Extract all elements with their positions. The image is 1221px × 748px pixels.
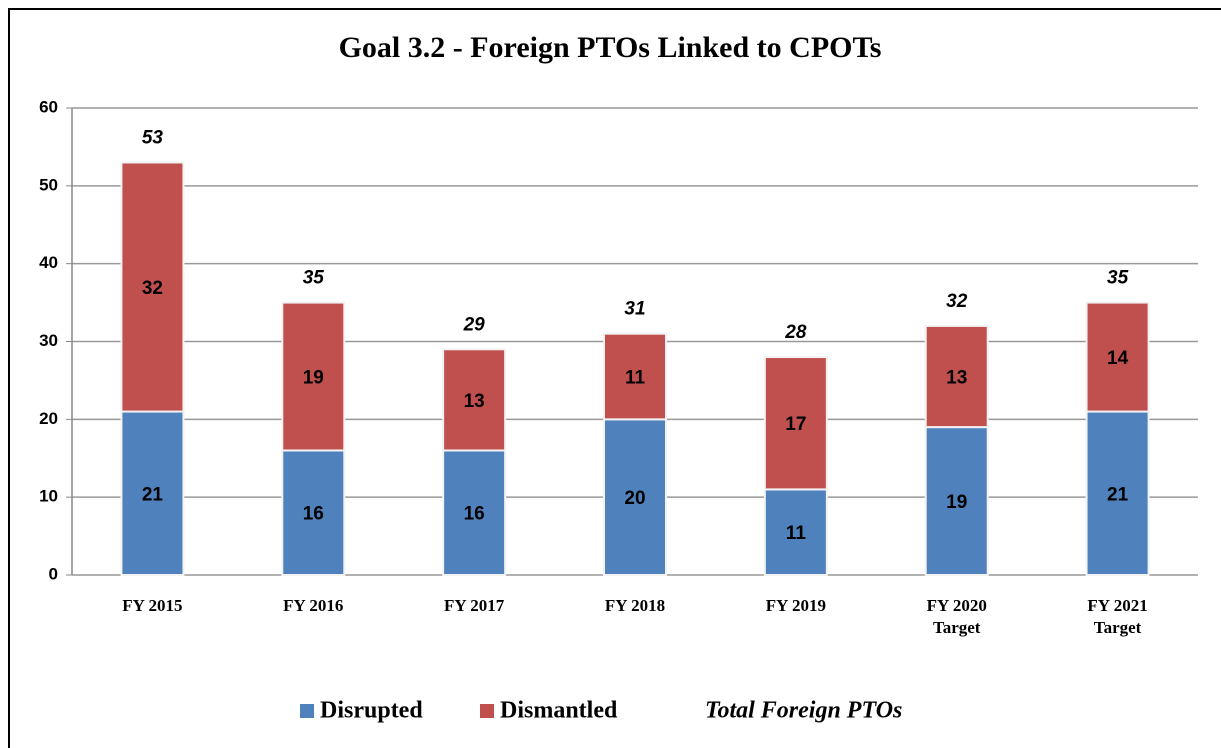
legend-swatch	[300, 704, 314, 718]
value-label: 13	[946, 368, 967, 389]
legend-label: Dismantled	[500, 698, 618, 724]
y-tick-label: 0	[49, 564, 58, 583]
value-label: 11	[625, 368, 646, 389]
x-tick-label: FY 2016	[283, 596, 344, 615]
x-tick-label: FY 2019	[765, 596, 826, 615]
bar-segment	[281, 449, 346, 577]
frame	[8, 8, 1221, 748]
value-label: 17	[785, 414, 806, 435]
legend-label: Disrupted	[320, 698, 423, 724]
value-label: 32	[142, 278, 163, 299]
bar-segment	[120, 161, 185, 413]
value-label: 19	[303, 368, 324, 389]
bar-segment	[924, 324, 989, 429]
y-tick-label: 40	[39, 253, 58, 272]
total-label: 32	[946, 291, 968, 312]
legend-label: Total Foreign PTOs	[705, 698, 902, 724]
y-tick-label: 30	[39, 331, 58, 350]
total-label: 31	[624, 299, 645, 320]
value-label: 16	[303, 504, 324, 525]
value-label: 16	[464, 504, 485, 525]
x-tick-label: FY 2020 Target	[926, 596, 987, 637]
x-tick-label: FY 2018	[604, 596, 666, 615]
y-tick-label: 50	[39, 175, 58, 194]
x-tick-label: FY 2021 Target	[1087, 596, 1148, 637]
bar-segment	[924, 426, 989, 576]
y-tick-label: 60	[39, 97, 58, 116]
bar-segment	[763, 488, 828, 576]
bar-segment	[603, 332, 667, 421]
total-label: 53	[142, 127, 164, 148]
value-label: 21	[142, 484, 164, 505]
legend-swatch	[480, 704, 494, 718]
bar-segment	[603, 418, 667, 577]
total-label: 35	[1107, 268, 1129, 289]
bar-segment	[1085, 410, 1150, 576]
total-label: 29	[463, 314, 486, 335]
x-tick-label: FY 2017	[444, 596, 505, 615]
value-label: 19	[946, 492, 967, 513]
value-label: 13	[464, 391, 485, 412]
y-tick-label: 10	[39, 487, 58, 506]
y-tick-label: 20	[39, 409, 58, 428]
total-label: 35	[303, 268, 325, 289]
value-label: 20	[624, 488, 645, 509]
value-label: 21	[1107, 484, 1129, 505]
x-tick-label: FY 2015	[122, 596, 183, 615]
value-label: 14	[1107, 348, 1129, 369]
bar-segment	[281, 301, 346, 452]
bar-segment	[1085, 301, 1150, 413]
total-label: 28	[784, 322, 807, 343]
bar-segment	[763, 356, 828, 491]
value-label: 11	[786, 523, 807, 544]
bar-segment	[442, 449, 507, 577]
bar-segment	[120, 410, 185, 576]
chart-title: Goal 3.2 - Foreign PTOs Linked to CPOTs	[339, 31, 882, 64]
bar-segment	[442, 348, 507, 452]
